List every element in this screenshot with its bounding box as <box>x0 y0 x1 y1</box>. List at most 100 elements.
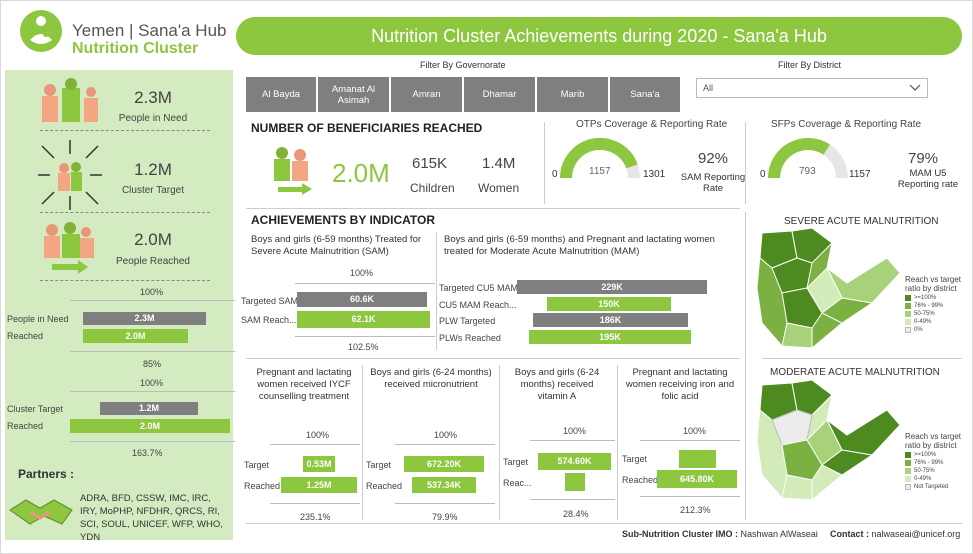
iron-target-bar <box>679 450 716 468</box>
sfp-gauge <box>768 138 848 179</box>
sfp-max: 1157 <box>849 169 871 180</box>
micro-target-label: Target <box>366 460 392 470</box>
partners-title: Partners : <box>18 467 75 481</box>
separator <box>40 280 210 281</box>
ct-chart-top-pct: 100% <box>140 378 164 388</box>
mam-title: Boys and girls (6-59 months) and Pregnan… <box>444 234 715 257</box>
chart-baseline <box>270 503 360 504</box>
sfp-rate-label: MAM U5 Reporting rate <box>897 168 959 190</box>
dashboard-title: Nutrition Cluster Achievements during 20… <box>236 17 962 55</box>
pin-chart-bottom-pct: 85% <box>143 359 162 369</box>
brand-line-1: Yemen | Sana'a Hub <box>72 21 227 40</box>
pin-chart-top-pct: 100% <box>140 287 164 297</box>
chart-baseline <box>70 441 235 442</box>
micro-top-pct: 100% <box>434 430 458 440</box>
micro-reached-bar: 537.34K <box>412 477 476 493</box>
nutrition-cluster-logo <box>20 10 62 52</box>
legend-item: 50-75% <box>914 311 935 317</box>
children-value: 615K <box>412 155 448 172</box>
chart-baseline <box>70 351 235 352</box>
mam-bar: 186K <box>533 313 688 327</box>
sam-map-title: SEVERE ACUTE MALNUTRITION <box>784 216 939 227</box>
mam-bar: 195K <box>529 330 691 344</box>
legend-item: Not Targeted <box>914 484 949 490</box>
iron-bottom-pct: 212.3% <box>680 505 711 515</box>
iron-title: Pregnant and lactating women receiving i… <box>625 367 735 402</box>
iron-reached-label: Reached <box>622 475 659 485</box>
governorate-button[interactable]: Amanat Al Asimah <box>318 77 391 112</box>
otp-rate-label: SAM Reporting Rate <box>680 172 746 194</box>
sfp-title: SFPs Coverage & Reporting Rate <box>771 119 922 130</box>
mam-row-label: PLWs Reached <box>439 333 501 343</box>
divider <box>617 365 618 520</box>
legend-item: >=100% <box>914 295 937 301</box>
sam-reached-bar: 62.1K <box>297 311 430 328</box>
imo-name: Nashwan AlWaseai <box>740 529 818 539</box>
vita-reached-bar <box>565 473 585 491</box>
iycf-reached-bar: 1.25M <box>281 477 357 493</box>
pin-chart-row1-label: People in Need <box>7 314 69 324</box>
brand-line-2: Nutrition Cluster <box>72 40 199 57</box>
ct-chart-bottom-pct: 163.7% <box>132 448 163 458</box>
reached-bar-1: 2.0M <box>83 329 188 343</box>
people-in-need-value: 2.3M <box>134 88 172 107</box>
mam-map-title: MODERATE ACUTE MALNUTRITION <box>770 367 940 378</box>
district-dropdown[interactable]: All <box>696 78 928 98</box>
sam-row2-label: SAM Reach... <box>241 315 297 325</box>
contact-label: Contact : <box>830 529 869 539</box>
iron-top-pct: 100% <box>683 426 707 436</box>
separator <box>40 212 210 213</box>
left-summary-panel <box>5 70 233 540</box>
divider <box>745 122 746 204</box>
vita-title: Boys and girls (6-24 months) received vi… <box>514 367 600 402</box>
imo-label: Sub-Nutrition Cluster IMO : <box>622 529 738 539</box>
contact-email[interactable]: nalwaseai@unicef.org <box>871 529 961 539</box>
divider <box>246 358 740 359</box>
people-reached-label: People Reached <box>116 256 190 267</box>
sfp-min: 0 <box>760 169 766 180</box>
governorate-filter-label: Filter By Governorate <box>420 60 506 70</box>
divider <box>362 365 363 520</box>
micro-target-bar: 672.20K <box>404 456 484 472</box>
district-filter-label: Filter By District <box>778 60 841 70</box>
handshake-icon <box>8 496 74 533</box>
women-label: Women <box>478 181 520 195</box>
legend-item: 50-75% <box>914 468 935 474</box>
mam-legend-title: Reach vs target ratio by district <box>905 432 962 450</box>
cluster-target-bar: 1.2M <box>100 402 198 415</box>
mam-district-map <box>756 380 901 501</box>
chart-baseline <box>70 391 235 392</box>
iron-target-label: Target <box>622 454 648 464</box>
sam-district-map <box>756 228 901 349</box>
separator <box>40 130 210 131</box>
women-value: 1.4M <box>482 155 516 172</box>
governorate-button[interactable]: Al Bayda <box>246 77 318 112</box>
chart-baseline <box>640 440 740 441</box>
micro-bottom-pct: 79.9% <box>432 512 458 522</box>
governorate-button[interactable]: Marib <box>537 77 610 112</box>
sam-bottom-pct: 102.5% <box>348 342 379 352</box>
iycf-target-label: Target <box>244 460 270 470</box>
sam-row1-label: Targeted SAM <box>241 296 299 306</box>
mam-row-label: Targeted CU5 MAM <box>439 283 519 293</box>
beneficiaries-icon <box>270 146 320 201</box>
children-label: Children <box>410 181 455 195</box>
micro-title: Boys and girls (6-24 months) received mi… <box>370 367 492 390</box>
governorate-button[interactable]: Sana'a <box>610 77 682 112</box>
iycf-target-bar: 0.53M <box>303 456 335 472</box>
ct-chart-row1-label: Cluster Target <box>7 404 63 414</box>
governorate-button[interactable]: Dhamar <box>464 77 537 112</box>
sam-title: Boys and girls (6-59 months) Treated for… <box>251 234 422 257</box>
vita-target-bar: 574.60K <box>538 453 611 470</box>
vita-target-label: Target <box>503 457 529 467</box>
mam-legend: >=100% 76% - 99% 50-75% 0-49% Not Target… <box>905 451 948 491</box>
legend-item: 0-49% <box>914 476 932 482</box>
governorate-button[interactable]: Amran <box>391 77 464 112</box>
sfp-gauge-fill <box>768 138 830 179</box>
pin-chart-row2-label: Reached <box>7 331 44 341</box>
cluster-target-label: Cluster Target <box>121 185 185 196</box>
legend-item: 76% - 99% <box>914 303 944 309</box>
divider <box>745 212 746 520</box>
chart-baseline <box>395 503 495 504</box>
footer-imo: Sub-Nutrition Cluster IMO : Nashwan AlWa… <box>622 529 818 539</box>
